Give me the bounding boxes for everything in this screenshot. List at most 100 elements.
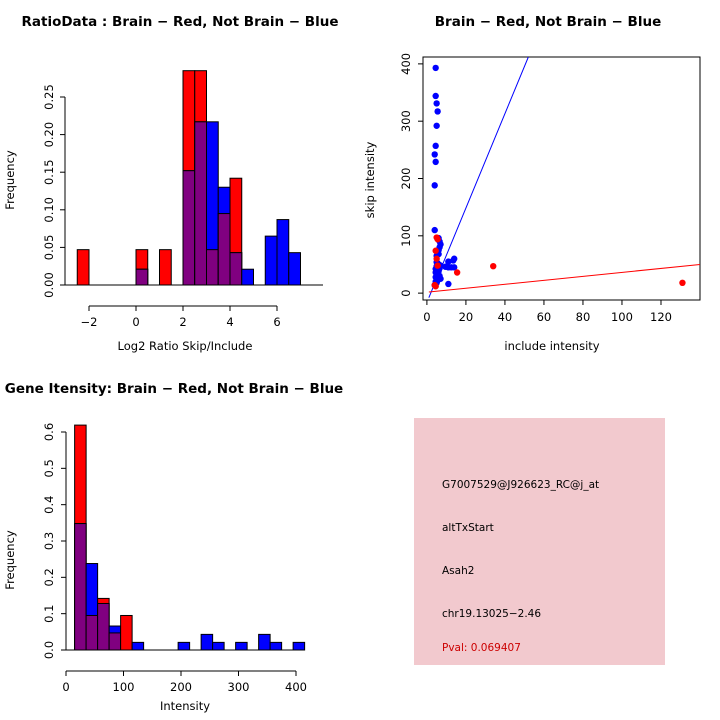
gene-xticklabel: 100 xyxy=(113,680,135,694)
ratio-bar-overlap xyxy=(135,268,149,286)
scatter-point-not-brain xyxy=(450,257,457,264)
ratio-histogram-ylabel: Frequency xyxy=(3,150,17,210)
gene-bar-blue xyxy=(235,641,248,651)
gene-bar-blue xyxy=(131,641,145,651)
intensity-scatter-yaxis: 0 100 200 300 400 xyxy=(399,53,423,297)
gene-intensity-histogram-svg: Gene Itensity: Brain − Red, Not Brain − … xyxy=(3,381,343,713)
gene-yticklabel: 0.3 xyxy=(42,532,56,550)
ratio-yticklabel: 0.10 xyxy=(42,197,56,223)
scatter-point-brain xyxy=(434,262,441,269)
ratio-bar-blue xyxy=(288,252,301,286)
ratio-yticklabel: 0.15 xyxy=(42,159,56,185)
ratio-yticklabel: 0.20 xyxy=(42,122,56,148)
gene-intensity-histogram-panel: Gene Itensity: Brain − Red, Not Brain − … xyxy=(0,360,360,720)
scatter-point-brain xyxy=(490,262,497,270)
ratio-xticklabel: 2 xyxy=(179,315,186,329)
gene-intensity-xlabel: Intensity xyxy=(160,699,210,713)
gene-xticklabel: 0 xyxy=(62,680,69,694)
ratio-xticklabel: 0 xyxy=(132,315,139,329)
scatter-xticklabel: 100 xyxy=(611,310,633,324)
intensity-scatter-points xyxy=(431,64,686,290)
gene-yticklabel: 0.6 xyxy=(42,423,56,441)
scatter-yticklabel: 400 xyxy=(399,53,413,75)
gene-xticklabel: 300 xyxy=(228,680,250,694)
scatter-point-not-brain xyxy=(431,182,438,189)
scatter-point-not-brain xyxy=(451,264,458,271)
intensity-scatter-reflines xyxy=(428,57,700,298)
scatter-points-clipped xyxy=(431,64,686,290)
gene-yticklabel: 0.1 xyxy=(42,605,56,623)
gene-bar-blue xyxy=(269,641,283,651)
scatter-yticklabel: 200 xyxy=(399,168,413,190)
scatter-xticklabel: 120 xyxy=(650,310,672,324)
scatter-yticklabel: 100 xyxy=(399,225,413,247)
gene-bar-blue xyxy=(292,641,306,651)
info-line-locus: chr19.13025−2.46 xyxy=(442,608,541,620)
ratio-bar-blue xyxy=(264,235,278,286)
ratio-histogram-panel: RatioData : Brain − Red, Not Brain − Blu… xyxy=(0,0,360,360)
blue-reference-line xyxy=(428,57,529,298)
intensity-scatter-svg: Brain − Red, Not Brain − Blue include in… xyxy=(363,14,701,353)
gene-intensity-ylabel: Frequency xyxy=(3,530,17,590)
gene-bar-overlap xyxy=(85,614,99,651)
red-reference-line xyxy=(428,263,700,293)
scatter-yticklabel: 0 xyxy=(399,289,413,296)
scatter-point-not-brain xyxy=(431,151,438,158)
info-line-probe-id: G7007529@J926623_RC@j_at xyxy=(442,479,599,491)
gene-bar-overlap xyxy=(97,602,110,651)
scatter-point-not-brain xyxy=(445,280,452,288)
ratio-histogram-yaxis: 0.00 0.05 0.10 0.15 0.20 0.25 xyxy=(42,84,66,298)
scatter-point-not-brain xyxy=(432,158,439,166)
scatter-lines-clipped xyxy=(428,57,700,298)
ratio-xticklabel: 6 xyxy=(273,315,280,329)
gene-yticklabel: 0.0 xyxy=(42,641,56,659)
intensity-scatter-xaxis: 0 20 40 60 80 100 120 xyxy=(423,300,672,324)
intensity-scatter-ylabel: skip intensity xyxy=(363,141,377,218)
gene-yticklabel: 0.2 xyxy=(42,568,56,586)
ratio-histogram-xlabel: Log2 Ratio Skip/Include xyxy=(118,339,253,353)
gene-bar-blue xyxy=(200,633,214,651)
ratio-xticklabel: −2 xyxy=(81,315,98,329)
ratio-bar-red xyxy=(76,249,90,286)
gene-bar-overlap xyxy=(108,632,122,651)
scatter-point-not-brain xyxy=(432,64,439,72)
scatter-point-brain xyxy=(432,283,439,290)
scatter-point-not-brain xyxy=(432,142,439,150)
ratio-bar-overlap xyxy=(229,252,243,286)
scatter-point-not-brain xyxy=(431,226,438,234)
ratio-histogram-bars xyxy=(65,70,323,286)
gene-intensity-yaxis: 0.0 0.1 0.2 0.3 0.4 0.5 0.6 xyxy=(42,423,67,659)
scatter-xticklabel: 60 xyxy=(537,310,552,324)
info-line-gene-symbol: Asah2 xyxy=(442,565,474,577)
scatter-point-brain xyxy=(434,236,441,243)
ratio-yticklabel: 0.00 xyxy=(42,272,56,298)
scatter-xticklabel: 0 xyxy=(423,310,430,324)
ratio-bar-overlap xyxy=(217,213,231,286)
info-line-event-type: altTxStart xyxy=(442,522,494,534)
scatter-point-brain xyxy=(432,247,439,254)
scatter-point-not-brain xyxy=(434,108,441,115)
scatter-point-not-brain xyxy=(433,100,440,107)
gene-bar-blue xyxy=(212,641,225,651)
ratio-bar-blue xyxy=(241,268,254,286)
intensity-scatter-plotbox xyxy=(422,56,701,301)
gene-yticklabel: 0.5 xyxy=(42,459,56,477)
scatter-point-brain xyxy=(453,269,461,276)
intensity-scatter-xlabel: include intensity xyxy=(504,339,599,353)
scatter-point-brain xyxy=(679,279,686,287)
ratio-bar-overlap xyxy=(206,249,219,286)
ratio-histogram-xaxis: −2 0 2 4 6 xyxy=(81,305,281,329)
intensity-scatter-title: Brain − Red, Not Brain − Blue xyxy=(435,14,661,30)
scatter-point-not-brain xyxy=(432,92,439,100)
ratio-yticklabel: 0.25 xyxy=(42,84,56,110)
ratio-bar-blue xyxy=(276,219,290,286)
gene-intensity-xaxis: 0 100 200 300 400 xyxy=(62,670,307,694)
ratio-bar-red xyxy=(159,249,172,286)
scatter-xticklabel: 40 xyxy=(498,310,513,324)
scatter-point-brain xyxy=(433,255,440,262)
info-line-pval: Pval: 0.069407 xyxy=(442,642,521,654)
ratio-histogram-title: RatioData : Brain − Red, Not Brain − Blu… xyxy=(21,14,338,30)
gene-info-text-svg: G7007529@J926623_RC@j_at altTxStart Asah… xyxy=(442,479,599,654)
gene-info-background: G7007529@J926623_RC@j_at altTxStart Asah… xyxy=(414,418,665,665)
ratio-yticklabel: 0.05 xyxy=(42,235,56,261)
